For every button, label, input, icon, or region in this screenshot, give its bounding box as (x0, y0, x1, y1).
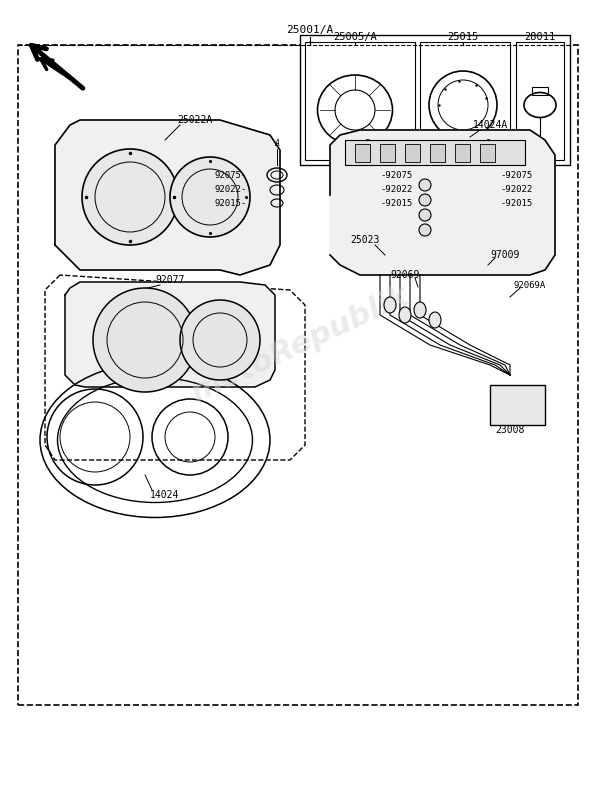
Text: 92069: 92069 (391, 270, 419, 280)
Text: -92075: -92075 (500, 170, 532, 180)
Text: C: C (485, 138, 490, 148)
Bar (345, 140, 525, 165)
Text: -92075: -92075 (380, 170, 412, 180)
Ellipse shape (414, 302, 426, 318)
Bar (430, 144, 445, 162)
Bar (455, 144, 470, 162)
Text: 92077: 92077 (155, 275, 185, 285)
Bar (405, 144, 420, 162)
Ellipse shape (384, 297, 396, 313)
Polygon shape (55, 120, 280, 275)
Text: 25005/A: 25005/A (333, 32, 377, 42)
Circle shape (419, 179, 431, 191)
Circle shape (419, 224, 431, 236)
Text: 28011: 28011 (524, 32, 556, 42)
Text: 92022-: 92022- (215, 185, 247, 195)
Circle shape (93, 288, 197, 392)
Text: -92022: -92022 (380, 185, 412, 195)
Text: 14024A: 14024A (472, 120, 508, 130)
Text: 92015-: 92015- (215, 199, 247, 207)
Bar (532, 87, 548, 95)
Circle shape (82, 149, 178, 245)
FancyBboxPatch shape (300, 35, 570, 165)
Circle shape (419, 194, 431, 206)
Polygon shape (330, 130, 555, 275)
Text: 25001/A: 25001/A (286, 25, 334, 35)
Bar (480, 144, 495, 162)
Ellipse shape (429, 312, 441, 328)
Text: 25023: 25023 (350, 235, 380, 245)
Text: 14024: 14024 (151, 490, 179, 500)
Bar (355, 144, 370, 162)
Text: A: A (275, 138, 280, 148)
Ellipse shape (399, 307, 411, 323)
Circle shape (180, 300, 260, 380)
Text: 92075-: 92075- (215, 170, 247, 180)
Polygon shape (65, 282, 275, 387)
Text: motoRepublik: motoRepublik (186, 282, 414, 408)
Bar (490, 385, 545, 425)
Text: -92015: -92015 (380, 199, 412, 207)
Text: 97009: 97009 (490, 250, 520, 260)
Text: 92069A: 92069A (514, 280, 546, 290)
Text: 25015: 25015 (448, 32, 479, 42)
Text: -92015: -92015 (500, 199, 532, 207)
Text: B: B (365, 138, 370, 148)
Circle shape (419, 209, 431, 221)
Text: -92022: -92022 (500, 185, 532, 195)
Text: 25022A: 25022A (178, 115, 212, 125)
Circle shape (170, 157, 250, 237)
FancyBboxPatch shape (516, 42, 564, 160)
FancyBboxPatch shape (305, 42, 415, 160)
Bar (380, 144, 395, 162)
Text: 23008: 23008 (496, 425, 524, 435)
FancyBboxPatch shape (420, 42, 510, 160)
